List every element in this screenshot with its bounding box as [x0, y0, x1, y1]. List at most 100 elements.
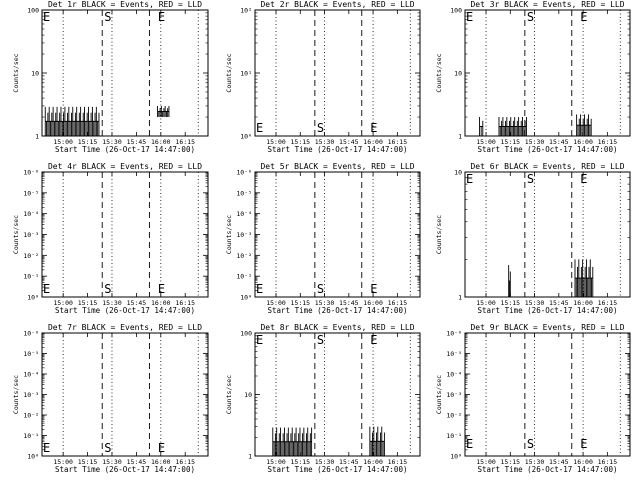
data-segment — [576, 114, 592, 136]
y-tick-label: 10⁻⁴ — [236, 210, 252, 218]
y-tick-label: 10⁻² — [23, 252, 39, 260]
y-axis-label: Counts/sec — [435, 53, 443, 92]
x-tick-label: 15:00 — [266, 458, 286, 466]
panel-1: Det 1r BLACK = Events, RED = LLD 15:00 15:… — [12, 0, 209, 154]
x-tick-label: 15:15 — [291, 138, 311, 146]
y-tick-label: 100 — [27, 7, 39, 15]
x-tick-label: 15:45 — [339, 138, 359, 146]
y-tick-label: 10⁰ — [240, 294, 252, 302]
plot-frame — [254, 171, 421, 298]
x-tick-label: 15:45 — [127, 299, 147, 307]
event-marker-e: E — [256, 282, 263, 296]
x-axis-label: Start Time (26-Oct-17 14:47:00) — [55, 306, 195, 315]
panel-5: Det 5r BLACK = Events, RED = LLD 15:00 15:… — [225, 162, 421, 315]
data-segment — [508, 265, 511, 297]
x-tick-label: 16:15 — [175, 138, 195, 146]
x-tick-label: 15:00 — [476, 299, 496, 307]
panel-4: Det 4r BLACK = Events, RED = LLD 15:00 15:… — [12, 162, 209, 315]
x-tick-label: 15:30 — [102, 458, 122, 466]
panel-title: Det 7r BLACK = Events, RED = LLD — [48, 323, 202, 332]
data-segment — [272, 427, 313, 456]
event-marker-e: E — [370, 333, 377, 347]
x-tick-label: 16:00 — [363, 138, 383, 146]
panel-title: Det 4r BLACK = Events, RED = LLD — [48, 162, 202, 171]
panel-8: Det 8r BLACK = Events, RED = LLD 15:00 15:… — [225, 323, 421, 474]
y-tick-label: 10⁰ — [240, 133, 252, 141]
plot-frame — [41, 171, 209, 298]
event-marker-e: E — [580, 172, 587, 186]
event-marker-e: E — [43, 441, 50, 455]
y-tick-label: 100 — [450, 7, 462, 15]
x-tick-label: 15:00 — [53, 458, 73, 466]
event-marker-e: E — [158, 441, 165, 455]
y-tick-label: 10¹ — [240, 70, 252, 78]
y-tick-label: 10⁻² — [23, 412, 39, 420]
x-tick-label: 16:00 — [151, 138, 171, 146]
panel-9: Det 9r BLACK = Events, RED = LLD 15:00 15:… — [435, 323, 631, 474]
y-tick-label: 10⁰ — [27, 453, 39, 461]
plot-frame — [254, 332, 421, 457]
x-tick-label: 15:30 — [525, 299, 545, 307]
x-tick-label: 16:15 — [598, 138, 618, 146]
y-tick-label: 10⁻¹ — [23, 273, 39, 281]
y-tick-label: 10⁻⁴ — [23, 371, 39, 379]
event-marker-e: E — [466, 10, 473, 24]
plot-frame — [464, 332, 631, 457]
x-axis-label: Start Time (26-Oct-17 14:47:00) — [478, 306, 618, 315]
x-tick-label: 16:15 — [388, 299, 408, 307]
y-tick-label: 10⁻¹ — [236, 273, 252, 281]
x-tick-label: 16:15 — [388, 458, 408, 466]
event-marker-e: E — [466, 437, 473, 451]
x-tick-label: 16:15 — [598, 299, 618, 307]
event-marker-e: E — [370, 121, 377, 135]
event-marker-s: S — [317, 121, 324, 135]
y-axis-label: Counts/sec — [225, 53, 233, 92]
x-tick-label: 16:00 — [151, 458, 171, 466]
y-tick-label: 10⁰ — [450, 453, 462, 461]
y-tick-label: 1 — [35, 133, 39, 141]
event-marker-e: E — [256, 121, 263, 135]
y-tick-label: 10⁻⁶ — [23, 169, 39, 177]
event-marker-s: S — [527, 172, 534, 186]
y-tick-label: 10 — [454, 169, 462, 177]
panel-title: Det 6r BLACK = Events, RED = LLD — [470, 162, 624, 171]
event-marker-e: E — [466, 172, 473, 186]
x-tick-label: 15:45 — [339, 458, 359, 466]
event-marker-e: E — [158, 10, 165, 24]
panel-6: Det 6r BLACK = Events, RED = LLD 15:00 15:… — [435, 162, 631, 315]
x-tick-label: 15:15 — [501, 138, 521, 146]
x-tick-label: 15:15 — [501, 299, 521, 307]
y-axis-label: Counts/sec — [435, 375, 443, 414]
panel-title: Det 5r BLACK = Events, RED = LLD — [260, 162, 414, 171]
y-tick-label: 10⁻⁵ — [23, 350, 39, 358]
y-tick-label: 10⁻⁴ — [446, 371, 462, 379]
y-axis-label: Counts/sec — [435, 215, 443, 254]
panel-2: Det 2r BLACK = Events, RED = LLD 15:00 15:… — [225, 0, 421, 154]
y-tick-label: 10 — [31, 70, 39, 78]
data-segment — [479, 117, 484, 136]
event-marker-e: E — [158, 282, 165, 296]
plot-frame — [464, 171, 631, 298]
event-marker-s: S — [104, 10, 111, 24]
x-tick-label: 16:00 — [573, 458, 593, 466]
x-tick-label: 15:15 — [291, 458, 311, 466]
event-marker-e: E — [580, 10, 587, 24]
x-tick-label: 15:45 — [339, 299, 359, 307]
x-tick-label: 15:45 — [549, 138, 569, 146]
x-tick-label: 15:30 — [102, 299, 122, 307]
y-tick-label: 10⁻⁵ — [446, 350, 462, 358]
y-tick-label: 10⁻² — [446, 412, 462, 420]
x-tick-label: 16:00 — [573, 138, 593, 146]
panel-title: Det 2r BLACK = Events, RED = LLD — [260, 0, 414, 9]
event-marker-s: S — [527, 437, 534, 451]
x-tick-label: 15:15 — [291, 299, 311, 307]
x-axis-label: Start Time (26-Oct-17 14:47:00) — [55, 145, 195, 154]
event-marker-e: E — [256, 333, 263, 347]
x-tick-label: 15:45 — [549, 458, 569, 466]
y-tick-label: 1 — [458, 133, 462, 141]
x-tick-label: 16:00 — [573, 299, 593, 307]
data-segment — [369, 426, 385, 456]
x-tick-label: 16:00 — [151, 299, 171, 307]
